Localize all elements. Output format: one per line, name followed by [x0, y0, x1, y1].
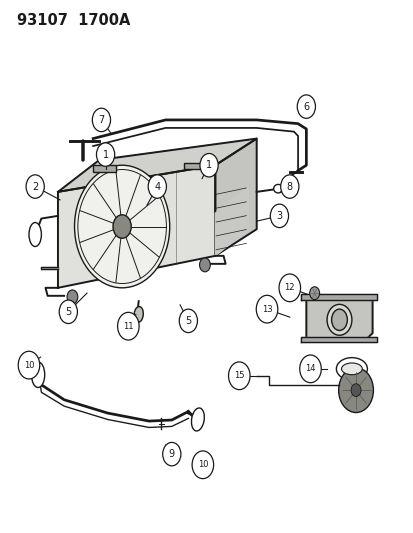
Text: 8: 8 [286, 182, 292, 191]
Text: 6: 6 [303, 102, 309, 111]
Circle shape [338, 368, 373, 413]
Circle shape [350, 384, 360, 397]
Circle shape [18, 351, 40, 379]
Ellipse shape [326, 304, 351, 335]
Ellipse shape [191, 408, 204, 431]
FancyBboxPatch shape [184, 163, 204, 169]
Polygon shape [215, 139, 256, 256]
Ellipse shape [273, 184, 282, 193]
Text: 4: 4 [154, 182, 160, 191]
Polygon shape [58, 139, 256, 192]
Circle shape [270, 204, 288, 228]
Polygon shape [58, 165, 215, 288]
Circle shape [228, 362, 249, 390]
Polygon shape [41, 266, 58, 269]
Text: 93107  1700A: 93107 1700A [17, 13, 130, 28]
Circle shape [278, 274, 300, 302]
Circle shape [117, 312, 139, 340]
Polygon shape [306, 298, 372, 341]
Circle shape [148, 175, 166, 198]
Circle shape [113, 215, 131, 238]
Polygon shape [301, 294, 376, 300]
Circle shape [297, 95, 315, 118]
Ellipse shape [31, 362, 45, 387]
FancyBboxPatch shape [93, 165, 116, 172]
Ellipse shape [134, 306, 143, 322]
Ellipse shape [335, 358, 366, 380]
Text: 15: 15 [233, 372, 244, 380]
Circle shape [59, 300, 77, 324]
Circle shape [192, 451, 213, 479]
Circle shape [179, 309, 197, 333]
Ellipse shape [341, 363, 361, 375]
Ellipse shape [29, 223, 41, 247]
Circle shape [67, 290, 78, 304]
Text: 11: 11 [123, 322, 133, 330]
Ellipse shape [331, 309, 347, 330]
Circle shape [256, 295, 277, 323]
Text: 3: 3 [276, 211, 282, 221]
Text: 12: 12 [284, 284, 294, 292]
Circle shape [199, 154, 218, 177]
Circle shape [96, 143, 114, 166]
Text: 10: 10 [24, 361, 34, 369]
Text: 7: 7 [98, 115, 104, 125]
Circle shape [92, 108, 110, 132]
Text: 1: 1 [102, 150, 108, 159]
Circle shape [309, 287, 319, 300]
Circle shape [26, 175, 44, 198]
Text: 9: 9 [169, 449, 174, 459]
Circle shape [299, 355, 320, 383]
Circle shape [162, 442, 180, 466]
Text: 5: 5 [185, 316, 191, 326]
Polygon shape [301, 337, 376, 342]
Text: 5: 5 [65, 307, 71, 317]
Text: 13: 13 [261, 305, 272, 313]
Text: 10: 10 [197, 461, 208, 469]
Polygon shape [215, 187, 248, 256]
Circle shape [74, 165, 169, 288]
Text: 1: 1 [206, 160, 211, 170]
Text: 14: 14 [304, 365, 315, 373]
Text: 2: 2 [32, 182, 38, 191]
Circle shape [199, 258, 210, 272]
Circle shape [280, 175, 298, 198]
